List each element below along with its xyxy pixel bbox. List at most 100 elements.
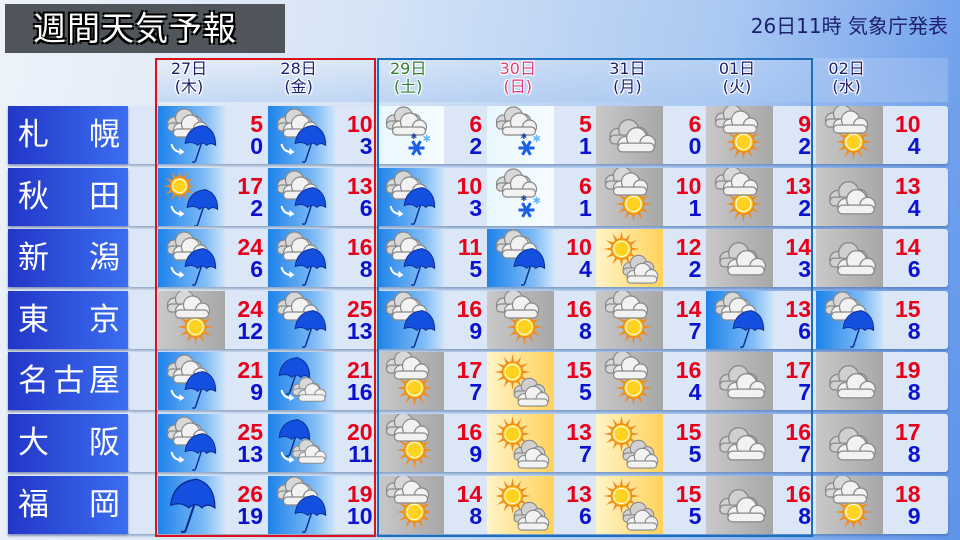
sunny-cloudy-icon xyxy=(596,475,664,534)
city-name-char: 屋 xyxy=(89,363,120,400)
temperature-cell: 10 4 xyxy=(552,229,592,287)
city-name-char: 幌 xyxy=(89,117,120,153)
temperature-cell: 15 8 xyxy=(881,291,921,349)
page-title: 週間天気予報 xyxy=(5,4,285,53)
cloudy-rain-icon xyxy=(486,229,554,288)
low-temp: 9 xyxy=(469,317,483,344)
low-temp: 4 xyxy=(579,256,592,283)
cloudy-rain-icon xyxy=(815,290,883,349)
high-temp: 17 xyxy=(237,172,263,199)
high-temp: 10 xyxy=(675,172,702,199)
city-label: 東京 xyxy=(8,290,128,349)
cloudy-then-rain-icon xyxy=(158,229,225,288)
low-temp: 8 xyxy=(907,317,921,344)
temperature-cell: 18 9 xyxy=(881,476,921,534)
low-temp: 1 xyxy=(579,194,592,221)
high-temp: 14 xyxy=(785,234,811,261)
temperature-cell: 11 5 xyxy=(442,229,482,287)
city-label: 名古屋 xyxy=(8,352,128,411)
cloudy-rain-icon xyxy=(377,290,445,349)
high-temp: 10 xyxy=(347,111,373,137)
high-temp: 6 xyxy=(469,111,483,137)
high-temp: 15 xyxy=(675,419,702,445)
svg-text:✱: ✱ xyxy=(532,134,540,145)
temperature-cell: 24 6 xyxy=(223,229,263,287)
low-temp: 3 xyxy=(798,256,811,283)
low-temp: 5 xyxy=(688,441,702,467)
rain-icon xyxy=(158,475,225,534)
cloudy-snow-icon: ✱ ✱ xyxy=(486,106,554,164)
low-temp: 13 xyxy=(237,441,263,467)
day-date: 28日 xyxy=(280,59,317,78)
city-name-char: 古 xyxy=(53,363,85,400)
temperature-cell: 13 6 xyxy=(333,168,373,226)
low-temp: 7 xyxy=(798,379,811,406)
low-temp: 2 xyxy=(469,133,483,159)
temperature-cell: 13 7 xyxy=(552,414,592,472)
city-name-char: 京 xyxy=(89,301,120,338)
temperature-cell: 16 8 xyxy=(552,291,592,349)
high-temp: 6 xyxy=(579,172,592,199)
cloudy-sunny-icon xyxy=(377,475,445,534)
cloudy-icon xyxy=(706,475,773,534)
day-date: 02日 xyxy=(828,59,865,78)
cloudy-snow-icon: ✱ ✱ xyxy=(377,106,445,164)
cloudy-then-rain-icon xyxy=(158,414,225,472)
high-temp: 13 xyxy=(566,419,592,445)
low-temp: 1 xyxy=(688,194,702,221)
cloudy-sunny-icon xyxy=(706,167,773,226)
sunny-cloudy-icon xyxy=(486,414,554,472)
cloudy-then-rain-icon xyxy=(377,229,445,288)
day-header: 01日 (火) xyxy=(702,60,772,96)
high-temp: 26 xyxy=(237,480,263,507)
low-temp: 4 xyxy=(907,194,921,221)
sunny-cloudy-icon xyxy=(596,414,664,472)
low-temp: 9 xyxy=(250,379,263,406)
temperature-cell: 21 9 xyxy=(223,352,263,410)
high-temp: 17 xyxy=(895,419,921,445)
sunny-cloudy-icon xyxy=(486,352,554,411)
temperature-cell: 20 11 xyxy=(333,414,373,472)
temperature-cell: 13 6 xyxy=(552,476,592,534)
cloudy-sunny-icon xyxy=(158,290,225,349)
low-temp: 10 xyxy=(347,502,373,529)
day-of-week: (日) xyxy=(503,77,533,96)
svg-text:✱: ✱ xyxy=(520,194,527,203)
low-temp: 4 xyxy=(688,379,702,406)
city-name-char: 田 xyxy=(89,178,120,215)
low-temp: 8 xyxy=(469,502,483,529)
low-temp: 3 xyxy=(359,133,373,159)
day-header: 30日 (日) xyxy=(483,60,553,96)
day-of-week: (木) xyxy=(174,77,204,96)
short-term-frame xyxy=(155,58,376,537)
high-temp: 13 xyxy=(785,295,811,322)
city-name-char: 潟 xyxy=(89,240,120,277)
high-temp: 16 xyxy=(675,357,702,384)
low-temp: 0 xyxy=(250,133,263,159)
low-temp: 2 xyxy=(250,194,263,221)
cloudy-icon xyxy=(815,352,883,411)
cloudy-rain-icon xyxy=(267,290,335,349)
high-temp: 16 xyxy=(456,295,483,322)
temperature-cell: 16 4 xyxy=(661,352,702,410)
high-temp: 19 xyxy=(895,357,921,384)
cloudy-sunny-icon xyxy=(596,167,664,226)
city-label: 札幌 xyxy=(8,106,128,164)
svg-text:✱: ✱ xyxy=(411,132,418,141)
rain-then-cloudy-icon xyxy=(267,414,335,472)
high-temp: 20 xyxy=(347,419,373,445)
low-temp: 8 xyxy=(907,441,921,467)
low-temp: 5 xyxy=(579,379,592,406)
svg-text:✱: ✱ xyxy=(423,134,431,145)
low-temp: 1 xyxy=(579,133,592,159)
temperature-cell: 17 2 xyxy=(223,168,263,226)
high-temp: 14 xyxy=(675,295,702,322)
temperature-cell: 16 9 xyxy=(442,291,483,349)
day-header: 27日 (木) xyxy=(154,60,224,96)
high-temp: 25 xyxy=(347,295,373,322)
day-header: 31日 (月) xyxy=(592,60,662,96)
high-temp: 15 xyxy=(895,295,921,322)
high-temp: 17 xyxy=(785,357,811,384)
temperature-cell: 15 5 xyxy=(552,352,592,410)
